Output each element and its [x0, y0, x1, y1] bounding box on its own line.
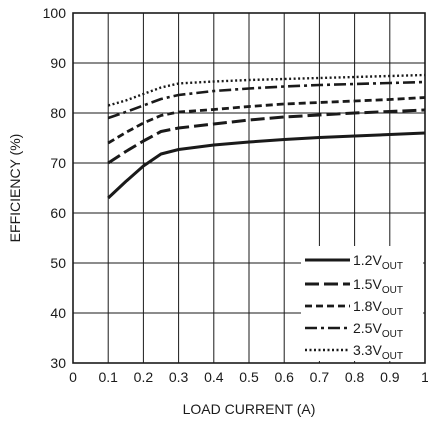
y-tick-label: 60: [50, 205, 66, 221]
series-line-1p5v-out: [107, 108, 426, 165]
x-tick-label: 0.2: [134, 369, 154, 385]
x-tick-label: 0.9: [380, 369, 400, 385]
x-tick-label: 0.5: [239, 369, 259, 385]
y-tick-label: 90: [50, 55, 66, 71]
legend-label: 1.2VOUT: [353, 252, 403, 272]
x-tick-label: 0: [69, 369, 77, 385]
legend-label: 1.5VOUT: [353, 276, 403, 296]
plot-frame: [72, 12, 426, 364]
y-tick-label: 50: [50, 255, 66, 271]
y-tick-label: 30: [50, 355, 66, 371]
legend-label-subscript: OUT: [382, 307, 403, 318]
series-line-2p5v-out: [107, 80, 426, 120]
x-tick-label: 0.7: [310, 369, 330, 385]
y-tick-label: 40: [50, 305, 66, 321]
legend-label-main: 1.5V: [353, 276, 382, 292]
legend-label-subscript: OUT: [382, 261, 403, 272]
y-tick-label: 100: [43, 5, 67, 21]
series-line-1p8v-out: [107, 96, 426, 145]
y-axis-title: EFFICIENCY (%): [7, 134, 23, 243]
legend-label-main: 2.5V: [353, 320, 382, 336]
x-tick-label: 0.6: [274, 369, 294, 385]
y-tick-labels: 30 40 50 60 70 80 90 100: [43, 5, 67, 371]
x-tick-label: 0.1: [98, 369, 118, 385]
legend-background: [301, 246, 423, 361]
x-tick-label: 1: [421, 369, 428, 385]
x-tick-labels: 0 0.1 0.2 0.3 0.4 0.5 0.6 0.7 0.8 0.9 1: [69, 369, 428, 385]
legend-label: 1.8VOUT: [353, 298, 403, 318]
legend-label: 2.5VOUT: [353, 320, 403, 340]
legend-label-main: 3.3V: [353, 342, 382, 358]
legend-label-subscript: OUT: [382, 329, 403, 340]
series-line-1p2v-out: [107, 131, 426, 200]
x-tick-label: 0.3: [169, 369, 189, 385]
legend-label-subscript: OUT: [382, 285, 403, 296]
y-tick-label: 80: [50, 105, 66, 121]
y-tick-label: 70: [50, 155, 66, 171]
x-tick-label: 0.4: [204, 369, 224, 385]
x-axis-title: LOAD CURRENT (A): [183, 401, 316, 417]
series-line-3p3v-out: [107, 73, 426, 107]
legend-label-main: 1.2V: [353, 252, 382, 268]
x-tick-label: 0.8: [345, 369, 365, 385]
legend-label-main: 1.8V: [353, 298, 382, 314]
legend-label-subscript: OUT: [382, 351, 403, 362]
series-layer: [107, 73, 426, 200]
legend-label: 3.3VOUT: [353, 342, 403, 362]
